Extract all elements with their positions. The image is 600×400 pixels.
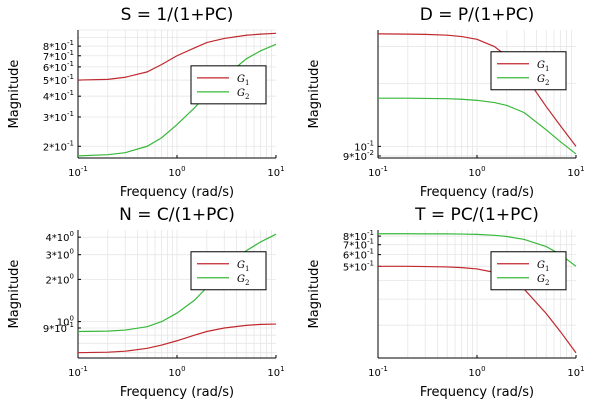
legend-box <box>490 51 567 91</box>
grid <box>77 230 276 358</box>
chart-title: S = 1/(1+PC) <box>121 5 234 25</box>
y-tick-label: 8*10-1 <box>343 229 374 243</box>
y-axis-label: Magnitude <box>307 60 322 129</box>
series-line-g1 <box>77 32 277 81</box>
x-tick-label: 10-1 <box>68 365 88 379</box>
chart-title: N = C/(1+PC) <box>119 205 235 225</box>
legend-entry: G2 <box>537 274 549 287</box>
grid <box>377 30 576 158</box>
y-tick-label: 9*10-2 <box>343 149 374 163</box>
x-tick-label: 10-1 <box>368 165 388 179</box>
series-line-g2 <box>77 43 277 157</box>
x-tick-label: 101 <box>567 365 584 379</box>
series-line-g1 <box>378 265 577 354</box>
y-tick-label: 3*10-1 <box>43 110 74 124</box>
y-tick-label: 5*10-1 <box>43 73 74 87</box>
series-line-g1 <box>77 323 277 354</box>
y-tick-label: 4*10-1 <box>43 89 74 103</box>
y-axis-label: Magnitude <box>7 260 22 329</box>
y-tick-label: 100 <box>57 315 74 329</box>
x-tick-label: 101 <box>267 165 284 179</box>
legend-entry: G1 <box>537 60 549 73</box>
y-tick-label: 5*10-1 <box>343 259 374 273</box>
panel-1: 10-1 100 101 2*10-1 3*10-1 4*10-1 5*10-16*10-1… <box>7 5 285 200</box>
x-axis-label: Frequency (rad/s) <box>420 385 534 400</box>
chart-title: D = P/(1+PC) <box>420 5 535 25</box>
chart-title: T = PC/(1+PC) <box>414 205 539 225</box>
series-line-g2 <box>378 97 577 155</box>
x-tick-label: 101 <box>567 165 584 179</box>
y-tick-label: 6*10-1 <box>43 60 74 74</box>
panel-4: 10-1 100 101 5*10-16*10-17*10-18*10-1 T = PC… <box>307 205 585 400</box>
series-line-g2 <box>378 233 577 267</box>
y-tick-label: 9*10-1 <box>43 321 74 335</box>
legend-entry: G1 <box>537 260 549 273</box>
legend-entry: G1 <box>237 260 249 273</box>
x-axis-label: Frequency (rad/s) <box>120 385 234 400</box>
y-axis-label: Magnitude <box>307 260 322 329</box>
legend-entry: G2 <box>237 88 249 101</box>
legend-box <box>190 251 267 291</box>
y-tick-label: 4*100 <box>45 230 74 244</box>
series-line-g2 <box>77 233 277 333</box>
y-tick-label: 7*10-1 <box>43 49 74 63</box>
x-tick-label: 100 <box>468 165 485 179</box>
y-tick-label: 7*10-1 <box>343 238 374 252</box>
series-line-g1 <box>377 33 577 147</box>
legend-box <box>490 251 567 291</box>
y-tick-label: 2*100 <box>45 272 74 286</box>
legend-entry: G1 <box>237 74 249 87</box>
y-tick-label: 10-1 <box>354 139 374 153</box>
x-tick-label: 10-1 <box>68 165 88 179</box>
legend-entry: G2 <box>237 274 249 287</box>
x-tick-label: 100 <box>168 165 185 179</box>
grid <box>377 230 576 358</box>
x-tick-label: 100 <box>168 365 185 379</box>
y-tick-label: 8*10-1 <box>43 39 74 53</box>
x-axis-label: Frequency (rad/s) <box>120 185 234 200</box>
x-axis-label: Frequency (rad/s) <box>420 185 534 200</box>
x-tick-label: 100 <box>468 365 485 379</box>
x-tick-label: 10-1 <box>368 365 388 379</box>
x-tick-label: 101 <box>267 365 284 379</box>
y-tick-label: 6*10-1 <box>343 248 374 262</box>
legend-entry: G2 <box>537 74 549 87</box>
legend-box <box>190 65 267 105</box>
y-tick-label: 3*100 <box>45 248 74 262</box>
y-tick-label: 2*10-1 <box>43 139 74 153</box>
y-axis-label: Magnitude <box>7 60 22 129</box>
